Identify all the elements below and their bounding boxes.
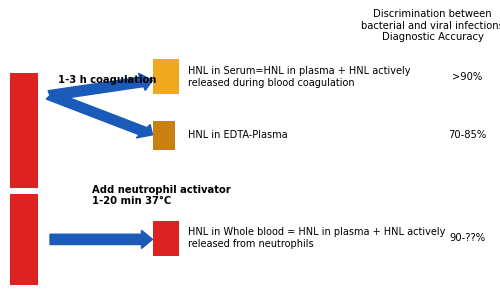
Text: 90-??%: 90-??% xyxy=(450,233,486,243)
Text: HNL in Whole blood = HNL in plasma + HNL actively
released from neutrophils: HNL in Whole blood = HNL in plasma + HNL… xyxy=(188,227,445,249)
FancyBboxPatch shape xyxy=(10,73,38,188)
FancyBboxPatch shape xyxy=(152,221,178,256)
FancyBboxPatch shape xyxy=(10,194,38,285)
Text: HNL in EDTA-Plasma: HNL in EDTA-Plasma xyxy=(188,130,287,140)
Text: Add neutrophil activator
1-20 min 37°C: Add neutrophil activator 1-20 min 37°C xyxy=(92,185,231,206)
FancyArrow shape xyxy=(48,73,152,100)
FancyBboxPatch shape xyxy=(152,59,178,94)
Text: 70-85%: 70-85% xyxy=(448,130,486,140)
Text: Discrimination between
bacterial and viral infections
Diagnostic Accuracy: Discrimination between bacterial and vir… xyxy=(361,9,500,42)
FancyBboxPatch shape xyxy=(152,121,175,150)
Text: >90%: >90% xyxy=(452,72,482,82)
Text: 1-3 h coagulation: 1-3 h coagulation xyxy=(58,75,156,85)
Text: HNL in Serum=HNL in plasma + HNL actively
released during blood coagulation: HNL in Serum=HNL in plasma + HNL activel… xyxy=(188,66,410,88)
FancyArrow shape xyxy=(46,92,152,138)
FancyArrow shape xyxy=(50,230,152,248)
